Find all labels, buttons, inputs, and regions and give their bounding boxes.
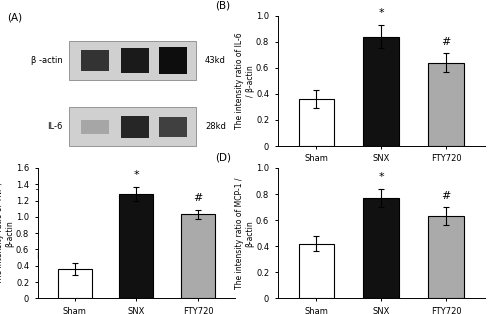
Text: 26kd: 26kd [205, 189, 226, 198]
Text: β -actin: β -actin [31, 56, 62, 65]
Text: *: * [378, 172, 384, 182]
Text: (A): (A) [8, 12, 22, 22]
Bar [159, 117, 187, 137]
Bar [122, 116, 149, 138]
Text: *: * [378, 8, 384, 18]
Bar [159, 250, 187, 263]
Bar [428, 216, 464, 298]
Bar [298, 244, 334, 298]
Text: IL-6: IL-6 [47, 122, 62, 131]
Bar [159, 47, 187, 74]
Text: MCP-1: MCP-1 [36, 252, 62, 261]
Text: (D): (D) [215, 153, 231, 163]
Bar [122, 249, 149, 264]
Bar [81, 187, 108, 199]
Bar [364, 198, 399, 298]
Text: (B): (B) [215, 1, 230, 10]
Bar [122, 48, 149, 73]
Bar [70, 174, 196, 213]
Bar [159, 184, 187, 203]
Text: #: # [442, 37, 451, 47]
Text: TNF- α: TNF- α [35, 189, 62, 198]
Text: 43kd: 43kd [205, 56, 226, 65]
Bar [120, 194, 153, 298]
Bar [70, 107, 196, 146]
Bar [122, 182, 149, 204]
Bar [298, 99, 334, 146]
Bar [70, 237, 196, 276]
Bar [81, 50, 108, 71]
Bar [58, 269, 92, 298]
Bar [181, 214, 215, 298]
Text: 12kd: 12kd [205, 252, 226, 261]
Text: #: # [194, 193, 202, 203]
Text: *: * [134, 170, 139, 180]
Y-axis label: The intensity ratio of TNF /
β-actin: The intensity ratio of TNF / β-actin [0, 182, 14, 284]
Bar [81, 252, 108, 261]
Y-axis label: The intensity ratio of MCP-1 /
β-actin: The intensity ratio of MCP-1 / β-actin [235, 177, 255, 289]
Bar [70, 41, 196, 80]
Bar [364, 36, 399, 146]
Bar [428, 62, 464, 146]
Bar [81, 120, 108, 134]
Y-axis label: The intensity ratio of IL-6
/ β-actin: The intensity ratio of IL-6 / β-actin [235, 33, 255, 129]
Text: 28kd: 28kd [205, 122, 226, 131]
Text: #: # [442, 191, 451, 201]
